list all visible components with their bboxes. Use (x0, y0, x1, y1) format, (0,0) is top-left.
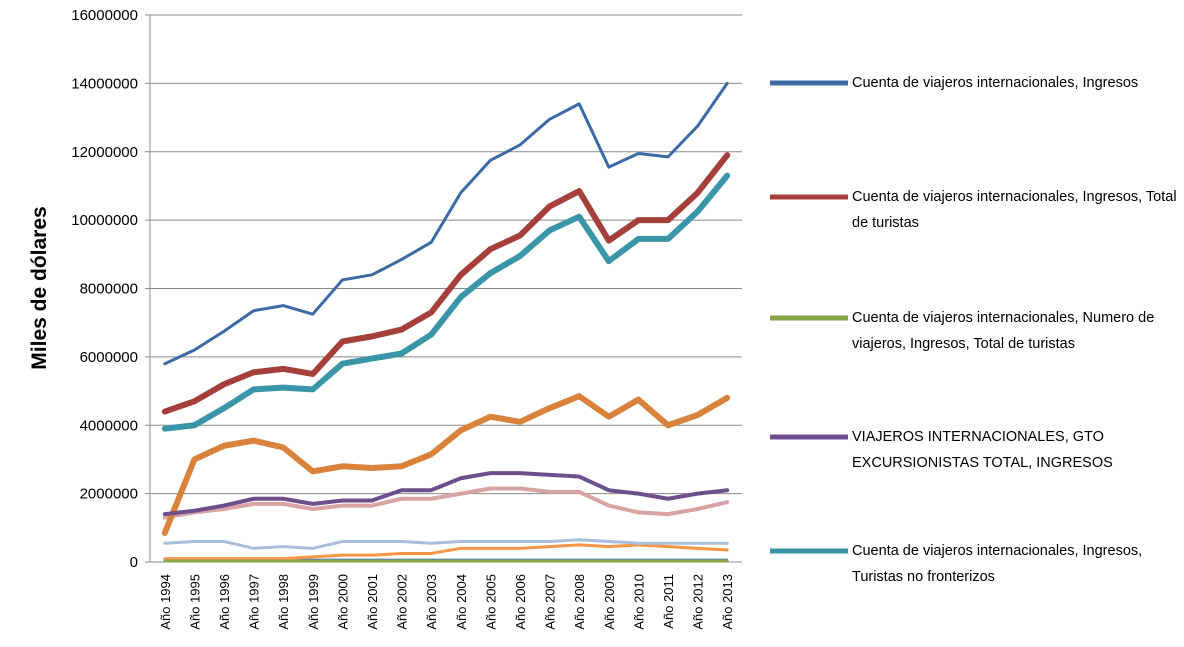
series-line (163, 543, 729, 561)
series-line (162, 471, 730, 517)
x-tick-label: Año 1998 (276, 574, 291, 630)
series-line (163, 538, 729, 550)
x-tick-label: Año 2005 (483, 574, 498, 630)
legend-label: Cuenta de viajeros internacionales, Ingr… (852, 75, 1139, 91)
x-tick-label: Año 2011 (661, 574, 676, 629)
x-tick-label: Año 2004 (454, 574, 469, 630)
legend-label: Cuenta de viajeros internacionales, Ingr… (852, 543, 1143, 585)
x-tick-label: Año 2003 (424, 574, 439, 630)
x-tick-label: Año 1999 (306, 574, 321, 630)
x-tick-label: Año 2001 (365, 574, 380, 630)
y-tick-label: 8000000 (80, 281, 138, 298)
x-tick-label: Año 2010 (631, 574, 646, 630)
series-line (161, 152, 731, 415)
y-tick-label: 16000000 (71, 7, 138, 24)
x-tick-label: Año 2012 (691, 574, 706, 630)
legend-label: Cuenta de viajeros internacionales, Nume… (852, 310, 1155, 352)
series-line (162, 486, 730, 520)
x-tick-label: Año 2006 (513, 574, 528, 630)
y-tick-label: 0 (130, 554, 138, 571)
x-tick-label: Año 2007 (543, 574, 558, 630)
legend-label: Cuenta de viajeros internacionales, Ingr… (852, 189, 1177, 231)
y-tick-label: 14000000 (71, 75, 138, 92)
y-axis-label: Miles de dólares (28, 206, 51, 369)
x-tick-label: Año 2008 (572, 574, 587, 630)
y-tick-label: 12000000 (71, 144, 138, 161)
x-tick-label: Año 1997 (247, 574, 262, 630)
y-tick-label: 2000000 (80, 486, 138, 503)
y-tick-label: 6000000 (80, 349, 138, 366)
series-line (163, 81, 729, 366)
x-tick-label: Año 2000 (335, 574, 350, 630)
y-tick-label: 4000000 (80, 417, 138, 434)
x-tick-label: Año 2009 (602, 574, 617, 630)
series-line (161, 393, 731, 536)
x-tick-label: Año 1996 (217, 574, 232, 630)
legend-label: VIAJEROS INTERNACIONALES, GTO EXCURSIONI… (852, 429, 1113, 471)
series-line (161, 172, 731, 432)
x-tick-label: Año 1995 (187, 574, 202, 630)
x-tick-label: Año 2002 (395, 574, 410, 630)
y-tick-label: 10000000 (71, 212, 138, 229)
x-tick-label: Año 2013 (720, 574, 735, 630)
x-tick-label: Año 1994 (158, 574, 173, 630)
